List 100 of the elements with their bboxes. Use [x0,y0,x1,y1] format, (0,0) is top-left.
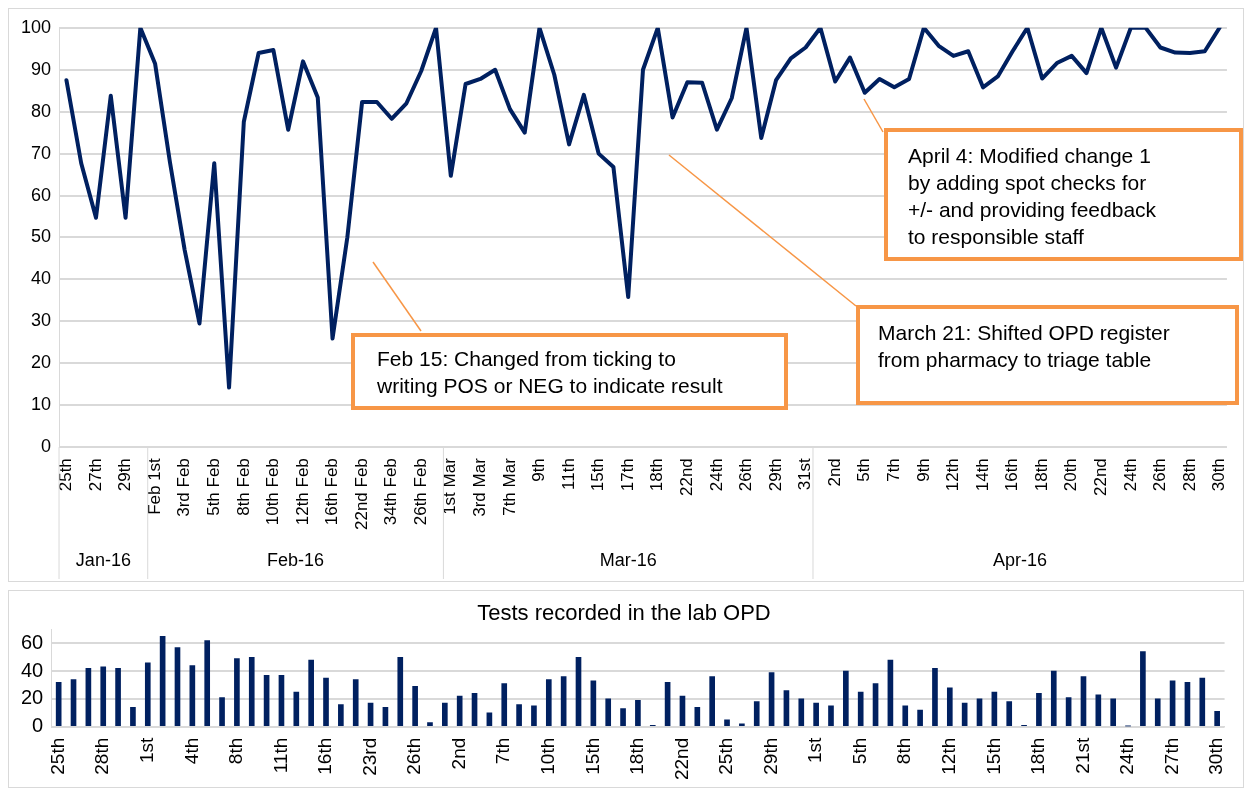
bar [234,658,240,727]
bar [843,670,849,727]
x-tick-label: 10th [537,737,559,775]
bar [917,709,923,727]
x-tick-label: 31st [795,457,815,491]
x-tick-label: 1st [804,737,826,764]
x-tick-label: 4th [180,737,202,765]
bar [397,656,404,727]
y-tick-label: 0 [32,714,44,737]
x-tick-label: 26th Feb [410,458,430,526]
bar [427,722,433,727]
x-tick-label: 10th Feb [263,458,283,526]
x-tick-label: 22nd [670,737,692,781]
x-tick-label: 29th [759,737,781,775]
x-tick-label: 16th [314,737,336,775]
x-tick-label: 7th [884,458,903,482]
x-tick-label: 22nd [1090,458,1110,496]
y-tick-label: 40 [21,658,44,681]
x-tick-label: 26th [736,458,756,492]
bar [753,701,760,727]
x-tick-label: 26th [403,737,425,775]
bar [709,676,715,727]
x-tick-label: 20th [1061,458,1081,492]
x-tick-label: 3rd Feb [174,458,194,517]
bar [946,687,953,727]
bar [293,691,300,727]
x-tick-label: 24th [706,458,726,492]
x-tick-label: 25th [56,458,76,492]
bar [501,683,508,727]
x-tick-label: 7th Mar [499,457,519,516]
x-tick-label: 15th [581,737,603,775]
bar [1140,651,1146,727]
bar [442,702,448,727]
bar [55,681,62,727]
x-tick-label: 30th [1209,458,1229,492]
x-tick-label: 18th [647,458,667,492]
y-tick-label: 20 [21,686,44,709]
x-tick-label: 12th Feb [292,458,312,526]
x-tick-label: 5th [848,737,870,765]
bar [828,705,834,727]
bar [248,656,255,727]
callout-box: April 4: Modified change 1 by adding spot checks for +/- and providing feedback to responsible staff [884,128,1243,261]
x-tick-label: 18th [1031,458,1051,492]
bar [1110,698,1117,727]
x-tick-label: 24th [1116,737,1138,775]
y-tick-label: 70 [31,142,52,163]
y-tick-label: 100 [20,16,52,37]
x-tick-label: 8th Feb [233,458,253,516]
y-tick-label: 60 [31,184,52,205]
text: Feb-16 [267,549,325,570]
callout-box: Feb 15: Changed from ticking to writing POS or NEG to indicate result [351,333,788,410]
bar [144,662,151,727]
bar [620,708,626,727]
bar [798,698,805,727]
chart-title: Tests recorded in the lab OPD [477,600,771,626]
x-tick-label: 23rd [358,737,380,776]
bar [932,668,938,727]
x-tick-label: 18th [626,737,648,775]
x-tick-label: 16th [1002,458,1022,492]
bar [323,677,329,727]
bar [130,706,136,727]
bar [1154,698,1161,727]
bar [694,706,701,727]
x-tick-label: 29th [765,458,785,492]
bar [902,705,909,727]
x-tick-label: 11th [558,458,578,490]
bar [531,705,537,727]
x-tick-label: 18th [1027,737,1049,775]
bar [1006,701,1013,727]
x-tick-label: 22nd Feb [351,458,371,531]
bar [456,695,463,727]
x-tick-label: 27th [85,458,105,492]
bar [545,679,552,727]
x-tick-label: 22nd [677,458,697,496]
x-tick-label: 8th [893,737,915,765]
x-tick-label: 29th [115,458,135,492]
x-tick-label: 11th [269,737,291,774]
y-tick-label: 20 [31,352,52,373]
x-tick-label: 15th [588,458,608,492]
bar [486,712,493,727]
bar [219,697,225,727]
x-tick-label: 14th [972,458,992,492]
text: Jan-16 [75,549,131,570]
y-tick-label: 50 [31,226,52,247]
bar [115,668,121,727]
x-tick-label: 26th [1150,458,1170,492]
x-tick-label: 9th [529,458,549,482]
text: Mar-16 [599,549,657,570]
x-tick-label: 3rd Mar [470,457,490,517]
x-tick-label: 5th Feb [203,458,223,516]
bar [412,686,418,727]
x-tick-label: 17th [617,458,637,492]
bar [1036,693,1042,727]
y-tick-label: 10 [31,394,52,415]
x-tick-label: 30th [1205,737,1227,775]
x-tick-label: 27th [1160,737,1182,775]
x-tick-label: 12th [938,737,960,775]
x-tick-label: 15th [982,737,1004,775]
bar [338,704,344,727]
bar [352,679,359,727]
